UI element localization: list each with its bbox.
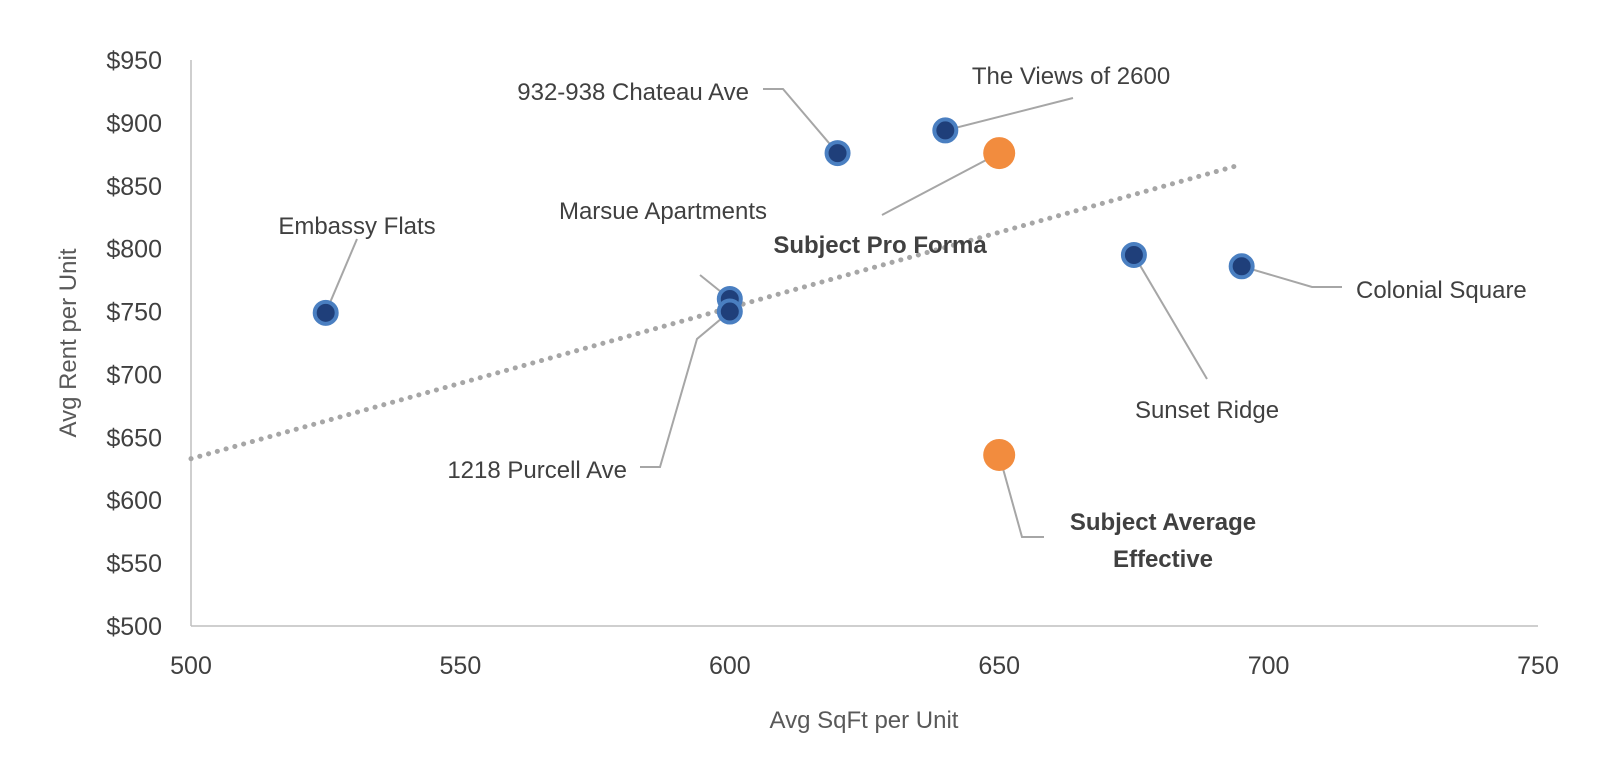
point-label: Subject Pro Forma	[773, 232, 987, 259]
data-point	[824, 140, 851, 167]
point-label: Embassy Flats	[278, 213, 435, 240]
y-tick-labels: $500 $550 $600 $650 $700 $750 $800 $850 $900 $950	[106, 47, 162, 641]
y-tick-label: $650	[106, 424, 162, 452]
y-tick-label: $500	[106, 613, 162, 641]
point-label: Marsue Apartments	[559, 198, 767, 225]
y-tick-label: $900	[106, 110, 162, 138]
data-points	[312, 117, 1255, 471]
data-point	[1120, 241, 1147, 268]
x-tick-label: 600	[709, 652, 751, 680]
leader-line	[998, 454, 1044, 538]
leader-line	[324, 238, 358, 314]
x-tick-label: 550	[440, 652, 482, 680]
point-label: The Views of 2600	[972, 63, 1170, 90]
point-label: Sunset Ridge	[1135, 397, 1279, 424]
x-tick-label: 650	[978, 652, 1020, 680]
x-tick-label: 750	[1517, 652, 1559, 680]
point-label: 1218 Purcell Ave	[447, 457, 627, 484]
point-labels: Embassy Flats Marsue Apartments 1218 Purce…	[278, 63, 1526, 573]
leader-line	[1241, 265, 1342, 288]
leader-lines	[324, 88, 1342, 538]
x-tick-label: 700	[1248, 652, 1290, 680]
leader-line	[881, 152, 1000, 216]
point-label: Subject Average Effective	[1070, 509, 1256, 573]
y-tick-label: $550	[106, 550, 162, 578]
y-tick-label: $700	[106, 361, 162, 389]
subject-data-point	[983, 137, 1016, 170]
y-tick-label: $950	[106, 47, 162, 75]
y-tick-label: $800	[106, 236, 162, 264]
y-tick-label: $750	[106, 299, 162, 327]
data-point	[312, 299, 339, 326]
y-tick-label: $850	[106, 173, 162, 201]
trendline	[188, 161, 1245, 462]
leader-line	[1133, 254, 1208, 380]
axes	[190, 60, 1538, 627]
x-tick-label: 500	[170, 652, 212, 680]
x-tick-labels: 500 550 600 650 700 750	[170, 652, 1559, 680]
y-axis-title: Avg Rent per Unit	[55, 248, 82, 437]
leader-line	[640, 310, 731, 468]
point-label: 932-938 Chateau Ave	[517, 79, 749, 106]
point-label: Colonial Square	[1356, 277, 1527, 304]
x-axis-title: Avg SqFt per Unit	[770, 707, 959, 734]
subject-data-point	[983, 438, 1016, 471]
data-point	[716, 298, 743, 325]
leader-line	[945, 97, 1074, 132]
data-point	[932, 117, 959, 144]
leader-line	[763, 88, 839, 154]
data-point	[1228, 253, 1255, 280]
y-tick-label: $600	[106, 487, 162, 515]
